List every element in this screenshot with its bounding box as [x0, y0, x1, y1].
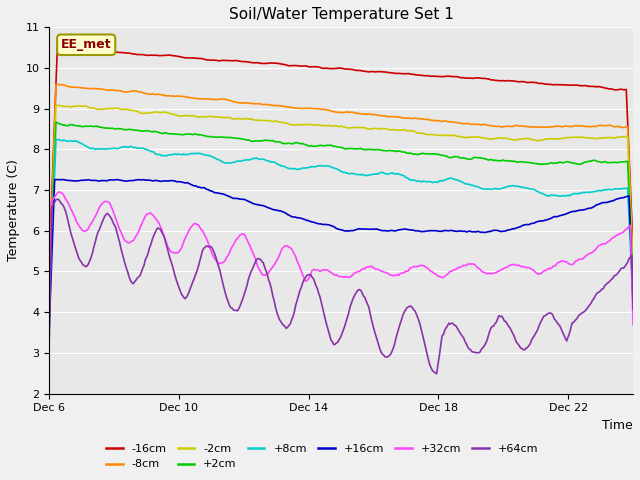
-16cm: [45, 258, 53, 264]
Line: +8cm: +8cm: [49, 139, 633, 307]
+16cm: [54, 177, 61, 182]
+2cm: [52, 120, 60, 125]
+32cm: [582, 253, 589, 259]
+32cm: [509, 262, 516, 267]
-2cm: [497, 135, 504, 141]
+2cm: [582, 159, 589, 165]
+64cm: [629, 307, 637, 312]
+16cm: [452, 228, 460, 234]
-2cm: [385, 127, 393, 132]
+8cm: [629, 300, 637, 305]
-2cm: [45, 287, 53, 292]
+8cm: [92, 146, 99, 152]
-8cm: [92, 86, 99, 92]
+64cm: [498, 313, 506, 319]
Line: +32cm: +32cm: [49, 192, 633, 325]
-16cm: [509, 78, 516, 84]
+64cm: [510, 333, 518, 338]
Line: +2cm: +2cm: [49, 122, 633, 297]
-16cm: [582, 83, 589, 89]
-2cm: [92, 106, 99, 111]
-16cm: [452, 74, 460, 80]
+2cm: [509, 158, 516, 164]
+16cm: [45, 324, 53, 330]
+64cm: [433, 371, 440, 377]
+32cm: [629, 322, 637, 328]
+64cm: [92, 239, 99, 245]
+2cm: [45, 294, 53, 300]
+16cm: [629, 297, 637, 303]
Text: Time: Time: [602, 419, 633, 432]
+32cm: [452, 266, 460, 272]
+32cm: [92, 214, 99, 219]
-2cm: [52, 102, 60, 108]
+32cm: [385, 271, 393, 277]
-16cm: [497, 78, 504, 84]
+8cm: [52, 136, 60, 142]
-16cm: [385, 70, 393, 75]
+2cm: [92, 123, 99, 129]
-16cm: [92, 49, 99, 55]
-8cm: [509, 123, 516, 129]
+8cm: [497, 186, 504, 192]
Legend: -16cm, -8cm, -2cm, +2cm, +8cm, +16cm, +32cm, +64cm: -16cm, -8cm, -2cm, +2cm, +8cm, +16cm, +3…: [102, 440, 543, 474]
Line: +16cm: +16cm: [49, 180, 633, 327]
+8cm: [509, 183, 516, 189]
Title: Soil/Water Temperature Set 1: Soil/Water Temperature Set 1: [228, 7, 454, 22]
-2cm: [509, 137, 516, 143]
+2cm: [452, 154, 460, 159]
Line: -8cm: -8cm: [49, 84, 633, 280]
+8cm: [582, 190, 589, 195]
+2cm: [629, 284, 637, 290]
+2cm: [385, 147, 393, 153]
-8cm: [629, 264, 637, 269]
+8cm: [385, 171, 393, 177]
-8cm: [52, 82, 60, 87]
+2cm: [497, 158, 504, 164]
-8cm: [385, 114, 393, 120]
+64cm: [453, 324, 461, 330]
-2cm: [629, 269, 637, 275]
+16cm: [92, 178, 99, 183]
+64cm: [385, 353, 393, 359]
-2cm: [582, 135, 589, 141]
-8cm: [582, 124, 589, 130]
-16cm: [59, 45, 67, 50]
+8cm: [452, 177, 460, 182]
Line: +64cm: +64cm: [49, 199, 633, 374]
Text: EE_met: EE_met: [61, 38, 111, 51]
+32cm: [497, 268, 504, 274]
-8cm: [45, 277, 53, 283]
Line: -16cm: -16cm: [49, 48, 633, 261]
+16cm: [497, 228, 504, 234]
-8cm: [452, 120, 460, 125]
+16cm: [385, 228, 393, 234]
+8cm: [45, 304, 53, 310]
-2cm: [452, 132, 460, 138]
-16cm: [629, 247, 637, 253]
+64cm: [45, 339, 53, 345]
Y-axis label: Temperature (C): Temperature (C): [7, 159, 20, 262]
+16cm: [509, 226, 516, 232]
+32cm: [55, 189, 63, 195]
+16cm: [582, 206, 589, 212]
Line: -2cm: -2cm: [49, 105, 633, 289]
+32cm: [45, 310, 53, 315]
-8cm: [497, 124, 504, 130]
+64cm: [583, 306, 591, 312]
+64cm: [54, 196, 61, 202]
